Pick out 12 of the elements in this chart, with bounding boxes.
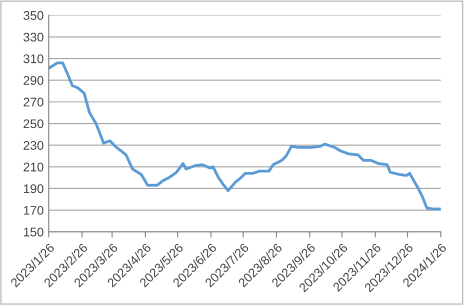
y-tick-label: 210 xyxy=(24,162,44,172)
y-tick-label: 350 xyxy=(23,11,44,20)
y-tick-label: 290 xyxy=(24,76,44,85)
y-tick-label: 150 xyxy=(24,228,44,236)
y-tick-label: 230 xyxy=(24,140,44,150)
y-tick-label: 270 xyxy=(24,98,44,107)
y-tick-label: 250 xyxy=(24,119,44,128)
y-tick-label: 190 xyxy=(24,184,44,194)
y-tick-label: 330 xyxy=(23,32,44,42)
y-tick-label: 170 xyxy=(24,206,44,215)
line-series xyxy=(48,62,441,210)
y-tick-label: 310 xyxy=(23,54,44,64)
